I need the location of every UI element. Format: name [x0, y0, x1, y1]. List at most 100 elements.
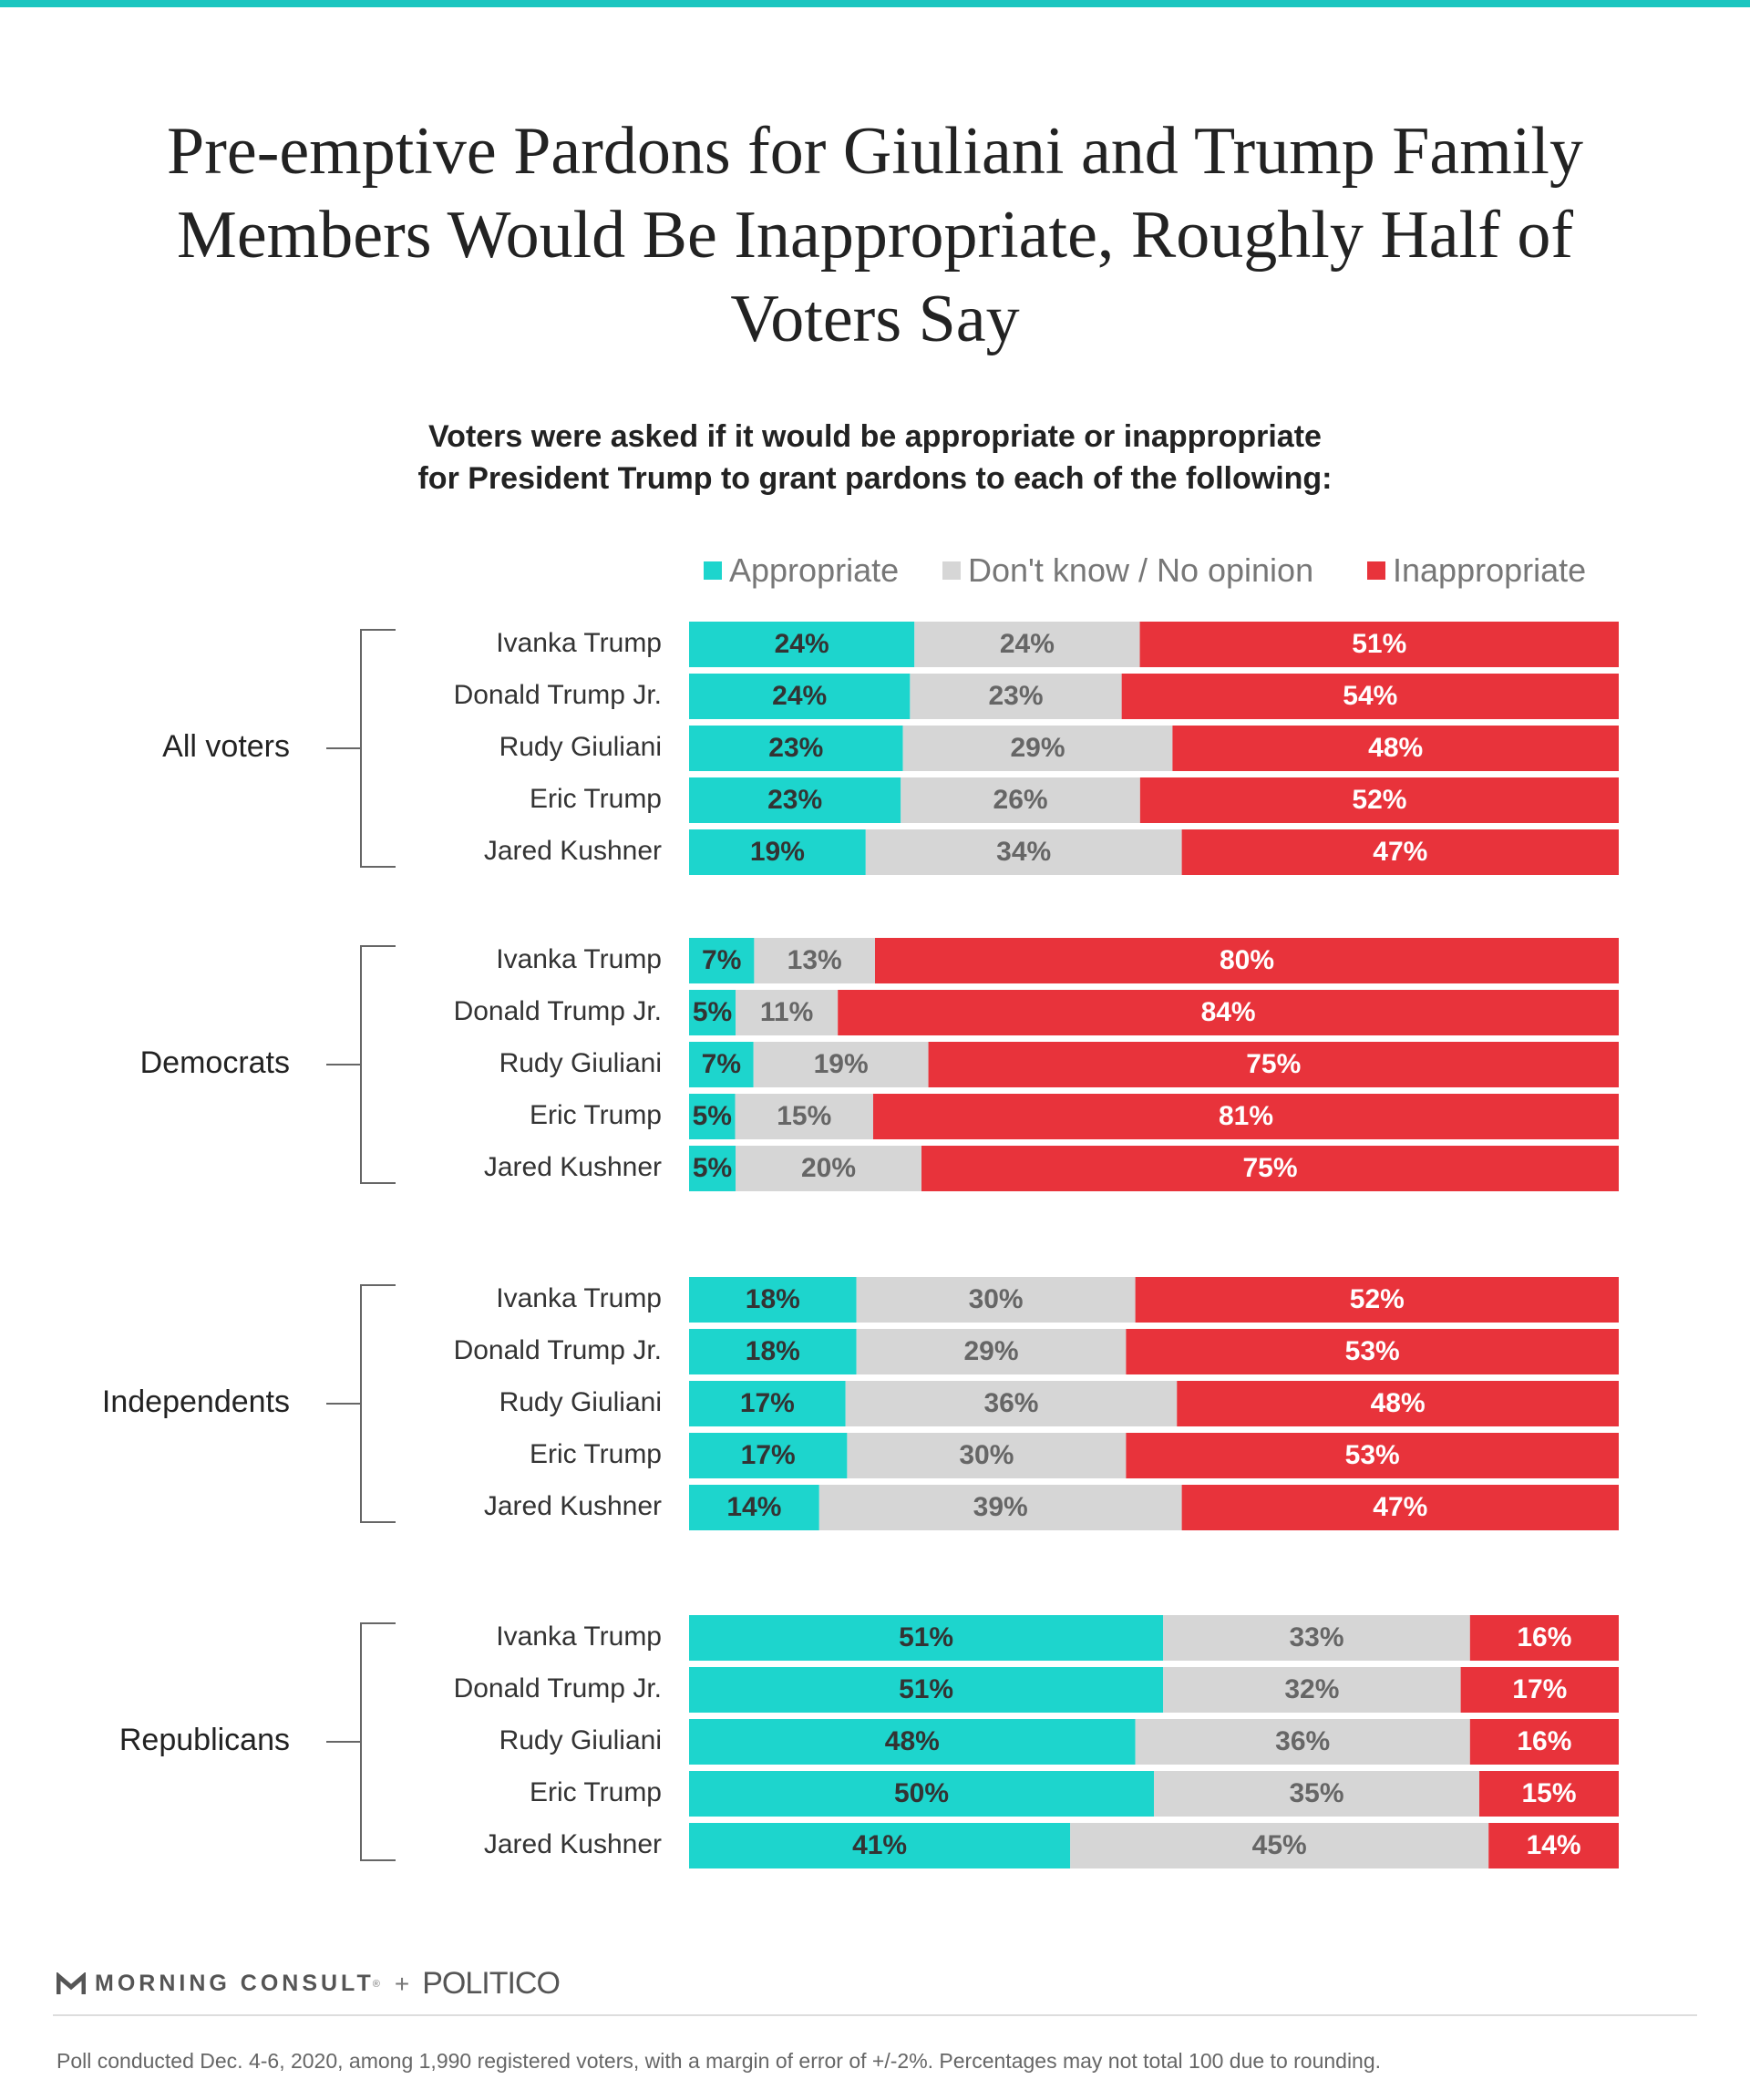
- bar-independents-jared-kushner-inappropriate: [1181, 1485, 1619, 1530]
- bar-all-voters-ivanka-trump-inappropriate: [1139, 622, 1619, 667]
- bar-republicans-eric-trump-inappropriate: [1479, 1771, 1619, 1817]
- logo-partner-text: POLITICO: [422, 1966, 561, 2001]
- bar-democrats-ivanka-trump-appropriate: [689, 938, 755, 983]
- bar-republicans-rudy-giuliani-dont-know: [1135, 1719, 1470, 1765]
- bar-all-voters-donald-trump-jr-dont-know: [910, 674, 1122, 719]
- data-label-democrats-eric-trump-dont-know: 15%: [777, 1101, 831, 1131]
- bar-democrats-ivanka-trump-dont-know: [754, 938, 875, 983]
- category-label-all-voters-donald-trump-jr: Donald Trump Jr.: [454, 680, 662, 710]
- data-label-all-voters-jared-kushner-inappropriate: 47%: [1373, 837, 1427, 867]
- data-label-all-voters-eric-trump-appropriate: 23%: [767, 785, 822, 815]
- legend-swatch-dont-know: [942, 561, 961, 580]
- data-label-independents-donald-trump-jr-dont-know: 29%: [963, 1336, 1018, 1366]
- bar-all-voters-rudy-giuliani-appropriate: [689, 726, 903, 771]
- legend-item-appropriate: Appropriate: [704, 551, 899, 590]
- category-label-independents-donald-trump-jr: Donald Trump Jr.: [454, 1335, 662, 1365]
- bar-democrats-jared-kushner-inappropriate: [921, 1146, 1619, 1191]
- legend-swatch-inappropriate: [1367, 561, 1385, 580]
- bar-all-voters-eric-trump-dont-know: [901, 777, 1140, 823]
- data-label-independents-jared-kushner-appropriate: 14%: [726, 1492, 781, 1522]
- data-label-republicans-donald-trump-jr-inappropriate: 17%: [1512, 1674, 1567, 1704]
- group-label-republicans: Republicans: [119, 1723, 290, 1757]
- data-label-independents-rudy-giuliani-appropriate: 17%: [740, 1388, 795, 1418]
- bar-democrats-donald-trump-jr-dont-know: [736, 990, 839, 1035]
- legend-label-inappropriate: Inappropriate: [1393, 551, 1587, 589]
- data-label-republicans-jared-kushner-inappropriate: 14%: [1527, 1830, 1581, 1860]
- bar-republicans-rudy-giuliani-appropriate: [689, 1719, 1136, 1765]
- bar-republicans-donald-trump-jr-dont-know: [1163, 1667, 1461, 1713]
- data-label-democrats-donald-trump-jr-dont-know: 11%: [760, 997, 813, 1027]
- bracket-republicans: [360, 1622, 396, 1861]
- bar-democrats-rudy-giuliani-appropriate: [689, 1042, 754, 1087]
- data-label-all-voters-eric-trump-dont-know: 26%: [993, 785, 1048, 815]
- bar-all-voters-jared-kushner-dont-know: [865, 829, 1182, 875]
- category-label-all-voters-jared-kushner: Jared Kushner: [484, 836, 662, 866]
- category-label-democrats-ivanka-trump: Ivanka Trump: [496, 944, 662, 974]
- data-label-democrats-ivanka-trump-dont-know: 13%: [788, 945, 842, 975]
- group-label-democrats: Democrats: [140, 1045, 290, 1080]
- data-label-all-voters-ivanka-trump-dont-know: 24%: [1000, 629, 1055, 659]
- footnote: Poll conducted Dec. 4-6, 2020, among 1,9…: [57, 2049, 1382, 2073]
- bar-democrats-jared-kushner-appropriate: [689, 1146, 736, 1191]
- data-label-independents-eric-trump-inappropriate: 53%: [1345, 1440, 1400, 1470]
- footer-divider: [53, 2014, 1697, 2016]
- logo-plus-sign: +: [394, 1969, 410, 1998]
- data-label-republicans-eric-trump-inappropriate: 15%: [1521, 1778, 1576, 1808]
- data-label-independents-ivanka-trump-appropriate: 18%: [746, 1284, 800, 1314]
- data-label-democrats-jared-kushner-inappropriate: 75%: [1242, 1153, 1297, 1183]
- data-label-all-voters-ivanka-trump-inappropriate: 51%: [1352, 629, 1406, 659]
- bar-all-voters-rudy-giuliani-inappropriate: [1172, 726, 1619, 771]
- chart-subtitle: Voters were asked if it would be appropr…: [146, 416, 1604, 499]
- category-label-democrats-rudy-giuliani: Rudy Giuliani: [499, 1048, 662, 1078]
- subtitle-line-2: for President Trump to grant pardons to …: [417, 461, 1333, 496]
- subtitle-line-1: Voters were asked if it would be appropr…: [428, 419, 1322, 454]
- data-label-independents-eric-trump-appropriate: 17%: [741, 1440, 796, 1470]
- data-label-republicans-eric-trump-dont-know: 35%: [1289, 1778, 1343, 1808]
- data-label-republicans-rudy-giuliani-dont-know: 36%: [1275, 1726, 1330, 1756]
- morning-consult-logo-icon: [57, 1971, 86, 1994]
- data-label-democrats-donald-trump-jr-appropriate: 5%: [693, 997, 732, 1027]
- data-label-democrats-eric-trump-inappropriate: 81%: [1219, 1101, 1273, 1131]
- legend-item-dont-know: Don't know / No opinion: [942, 551, 1313, 590]
- category-label-all-voters-ivanka-trump: Ivanka Trump: [496, 628, 662, 658]
- data-label-republicans-jared-kushner-dont-know: 45%: [1252, 1830, 1307, 1860]
- bar-independents-ivanka-trump-dont-know: [856, 1277, 1136, 1323]
- category-label-all-voters-eric-trump: Eric Trump: [530, 784, 662, 814]
- bar-republicans-eric-trump-dont-know: [1154, 1771, 1479, 1817]
- data-label-independents-eric-trump-dont-know: 30%: [959, 1440, 1014, 1470]
- bar-independents-jared-kushner-dont-know: [818, 1485, 1182, 1530]
- bar-independents-ivanka-trump-inappropriate: [1135, 1277, 1619, 1323]
- bar-all-voters-rudy-giuliani-dont-know: [902, 726, 1173, 771]
- data-label-all-voters-rudy-giuliani-appropriate: 23%: [768, 733, 823, 763]
- category-label-independents-eric-trump: Eric Trump: [530, 1439, 662, 1469]
- bar-democrats-ivanka-trump-inappropriate: [875, 938, 1619, 983]
- bar-independents-donald-trump-jr-appropriate: [689, 1329, 857, 1374]
- data-label-republicans-ivanka-trump-appropriate: 51%: [899, 1622, 953, 1652]
- data-label-independents-donald-trump-jr-inappropriate: 53%: [1345, 1336, 1400, 1366]
- bar-democrats-rudy-giuliani-inappropriate: [928, 1042, 1619, 1087]
- bar-independents-eric-trump-inappropriate: [1126, 1433, 1619, 1478]
- group-label-all-voters: All voters: [162, 729, 290, 764]
- data-label-all-voters-donald-trump-jr-appropriate: 24%: [772, 681, 827, 711]
- data-label-republicans-ivanka-trump-inappropriate: 16%: [1517, 1622, 1571, 1652]
- category-label-independents-ivanka-trump: Ivanka Trump: [496, 1283, 662, 1313]
- data-label-all-voters-eric-trump-inappropriate: 52%: [1352, 785, 1406, 815]
- bar-republicans-jared-kushner-appropriate: [689, 1823, 1071, 1868]
- data-label-all-voters-rudy-giuliani-dont-know: 29%: [1010, 733, 1065, 763]
- category-label-democrats-jared-kushner: Jared Kushner: [484, 1152, 662, 1182]
- bar-independents-eric-trump-dont-know: [847, 1433, 1127, 1478]
- bar-democrats-eric-trump-inappropriate: [872, 1094, 1619, 1139]
- bar-democrats-donald-trump-jr-appropriate: [689, 990, 736, 1035]
- data-label-democrats-rudy-giuliani-inappropriate: 75%: [1246, 1049, 1301, 1079]
- data-label-all-voters-jared-kushner-dont-know: 34%: [996, 837, 1051, 867]
- data-label-democrats-ivanka-trump-inappropriate: 80%: [1220, 945, 1274, 975]
- data-label-democrats-jared-kushner-appropriate: 5%: [693, 1153, 732, 1183]
- group-label-independents: Independents: [102, 1385, 290, 1419]
- legend-label-dont-know: Don't know / No opinion: [968, 551, 1314, 589]
- bar-democrats-rudy-giuliani-dont-know: [753, 1042, 929, 1087]
- bar-independents-ivanka-trump-appropriate: [689, 1277, 857, 1323]
- bar-independents-jared-kushner-appropriate: [689, 1485, 819, 1530]
- bar-all-voters-eric-trump-appropriate: [689, 777, 901, 823]
- category-label-republicans-jared-kushner: Jared Kushner: [484, 1829, 662, 1859]
